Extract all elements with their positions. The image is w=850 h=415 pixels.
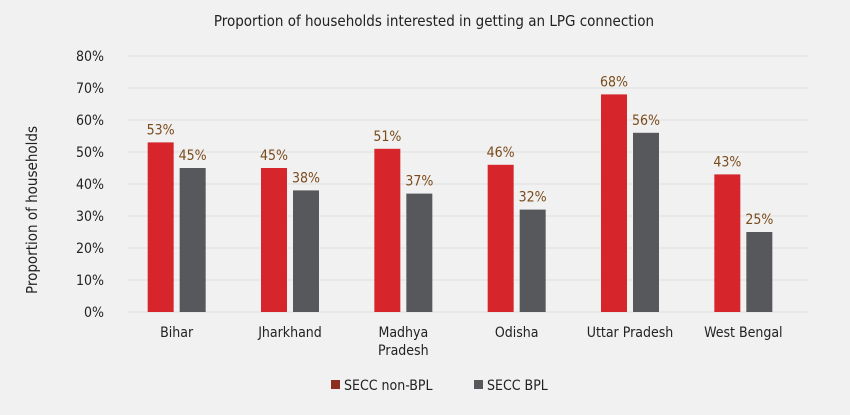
data-label: 25% xyxy=(745,212,773,228)
gridlines xyxy=(128,55,808,313)
data-label: 32% xyxy=(519,190,547,206)
y-tick-label: 80% xyxy=(76,49,104,65)
legend-label-bpl: SECC BPL xyxy=(487,378,548,394)
bar-0 xyxy=(487,164,514,312)
data-label: 45% xyxy=(179,148,207,164)
y-tick-label: 30% xyxy=(76,209,104,225)
bar-0 xyxy=(261,168,287,312)
category-label: Jharkhand xyxy=(257,325,322,341)
y-tick-label: 20% xyxy=(76,241,104,257)
bars xyxy=(147,94,773,313)
category-label: Bihar xyxy=(160,325,194,341)
category-label: West Bengal xyxy=(704,325,782,341)
bar-1 xyxy=(746,232,773,312)
data-labels: 53%45% 45%38%51%37%46%32%68%56%43%25% xyxy=(147,74,774,228)
bar-0 xyxy=(714,174,741,312)
data-label: 38% xyxy=(292,170,320,186)
chart-title: Proportion of households interested in g… xyxy=(214,12,654,30)
category-label: Uttar Pradesh xyxy=(587,325,674,341)
y-tick-label: 10% xyxy=(76,273,104,289)
bar-1 xyxy=(633,132,659,312)
legend: SECC non-BPL SECC BPL xyxy=(331,378,548,394)
data-label: 68% xyxy=(600,74,628,90)
bar-1 xyxy=(519,209,546,312)
data-label: 56% xyxy=(632,113,660,129)
y-tick-label: 50% xyxy=(76,145,104,161)
data-label: 37% xyxy=(405,174,433,190)
category-label: Madhya xyxy=(378,325,428,341)
data-label: 43% xyxy=(713,154,741,170)
y-tick-label: 40% xyxy=(76,177,104,193)
data-label: 53% xyxy=(147,122,175,138)
legend-label-non-bpl: SECC non-BPL xyxy=(344,378,433,394)
data-label: 51% xyxy=(373,129,401,145)
y-axis-ticks: 0% 10% 20% 30% 40% 50% 60% 70% 80% xyxy=(76,49,104,321)
y-tick-label: 60% xyxy=(76,113,104,129)
category-label: Pradesh xyxy=(378,343,429,359)
bar-1 xyxy=(406,193,433,312)
y-axis-label: Proportion of households xyxy=(23,126,41,294)
bar-1 xyxy=(293,190,319,312)
bar-0 xyxy=(147,142,174,312)
legend-swatch-non-bpl xyxy=(331,380,340,389)
bar-1 xyxy=(179,168,206,312)
category-label: Odisha xyxy=(495,325,539,341)
bar-0 xyxy=(374,148,401,312)
y-tick-label: 70% xyxy=(76,81,104,97)
bar-0 xyxy=(601,94,627,313)
data-label: 46% xyxy=(487,145,515,161)
y-tick-label: 0% xyxy=(84,305,104,321)
data-label: 45% xyxy=(260,148,288,164)
legend-swatch-bpl xyxy=(474,380,483,389)
x-axis-categories: Bihar Jharkhand Madhya Pradesh Odisha Uttar P… xyxy=(160,325,782,359)
